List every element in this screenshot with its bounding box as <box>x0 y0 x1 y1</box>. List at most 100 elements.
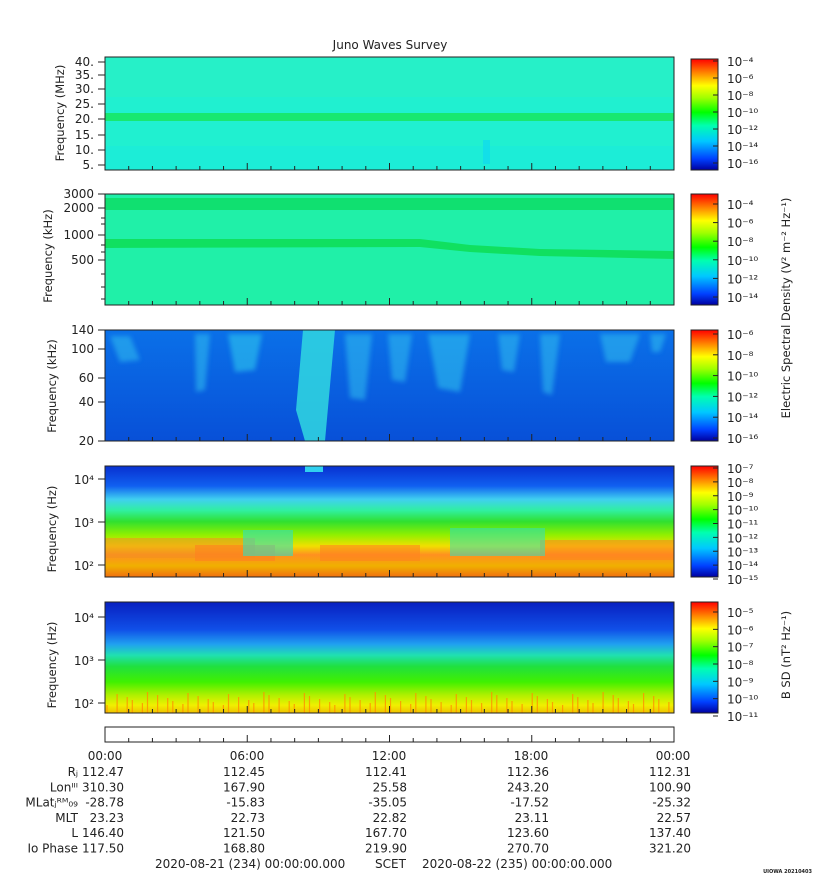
ephemeris-row-label: Lonᴵᴵᴵ <box>50 780 78 794</box>
panel-mhz: 40. 35. 30. 25. 20. 15. 10. 5. Frequency… <box>53 55 758 172</box>
ephemeris-value: 270.70 <box>507 842 549 856</box>
panel-khz-low-x-ticks <box>104 434 675 441</box>
panel-khz-high-tick-label: 2000 <box>63 201 94 215</box>
ephemeris-value: -15.83 <box>226 796 265 810</box>
panel-khz-high-colorbar-labels: 10⁻⁴ 10⁻⁶ 10⁻⁸ 10⁻¹⁰ 10⁻¹² 10⁻¹⁴ <box>713 198 758 305</box>
ephemeris-row-label: MLT <box>55 811 78 825</box>
colorbar-tick-label: 10⁻¹⁴ <box>727 140 758 154</box>
panel-khz-low-colorbar <box>690 329 719 442</box>
panel-khz-low-streaks <box>110 334 666 400</box>
colorbar-tick-label: 10⁻¹⁰ <box>727 504 758 518</box>
ephemeris-value: 243.20 <box>507 780 549 794</box>
panel-b-hz-tick-label: 10² <box>74 697 94 711</box>
colorbar-tick-label: 10⁻¹⁰ <box>727 254 758 268</box>
time-label: 00:00 <box>88 749 123 763</box>
ephemeris-value: 112.45 <box>223 765 265 779</box>
panel-khz-low-tick-label: 100 <box>71 342 94 356</box>
panel-khz-high-tick-label: 500 <box>71 253 94 267</box>
panel-b-hz-colorbar-labels: 10⁻⁵ 10⁻⁶ 10⁻⁷ 10⁻⁸ 10⁻⁹ 10⁻¹⁰ 10⁻¹¹ <box>713 606 758 724</box>
colorbar-tick-label: 10⁻¹⁰ <box>727 370 758 384</box>
panel-mhz-tick-label: 15. <box>75 128 94 142</box>
magnetic-colorbar-title: B SD (nT² Hz⁻¹) <box>779 611 793 699</box>
panel-mhz-ylabel: Frequency (MHz) <box>53 65 67 162</box>
ephemeris-value: 23.23 <box>90 811 124 825</box>
ephemeris-value: 22.82 <box>373 811 407 825</box>
panel-b-hz-colorbar <box>690 601 719 714</box>
panel-khz-low-tick-label: 20 <box>79 434 94 448</box>
panel-mhz-colorbar <box>690 58 719 171</box>
colorbar-tick-label: 10⁻⁶ <box>727 72 754 86</box>
panel-khz-high-drifting-band <box>105 239 674 259</box>
panel-khz-low-colorbar-labels: 10⁻⁶ 10⁻⁸ 10⁻¹⁰ 10⁻¹² 10⁻¹⁴ 10⁻¹⁶ <box>713 328 758 446</box>
ephemeris-row-label: MLatⱼᴿᴹ₀₉ <box>25 796 78 810</box>
ephemeris-value: 25.58 <box>373 780 407 794</box>
ephemeris-value: 167.90 <box>223 780 265 794</box>
ephemeris-row-label: Io Phase <box>27 842 78 856</box>
panel-mhz-burst <box>483 140 490 164</box>
panel-khz-high-tick-label: 1000 <box>63 228 94 242</box>
colorbar-tick-label: 10⁻¹⁵ <box>727 573 758 587</box>
ephemeris-value: 168.80 <box>223 842 265 856</box>
panel-mhz-colorbar-labels: 10⁻⁴ 10⁻⁶ 10⁻⁸ 10⁻¹⁰ 10⁻¹² 10⁻¹⁴ 10⁻¹⁶ <box>713 55 758 171</box>
ephemeris-value: 310.30 <box>82 780 124 794</box>
footer-scet-label: SCET <box>375 857 407 871</box>
panel-khz-high-ylabel: Frequency (kHz) <box>41 209 55 302</box>
time-axis-ticks <box>104 735 675 742</box>
colorbar-tick-label: 10⁻⁶ <box>727 328 754 342</box>
panel-khz-low-tick-label: 40 <box>79 395 94 409</box>
panel-khz-high-y-axis: 3000 2000 1000 500 <box>63 187 105 300</box>
colorbar-tick-label: 10⁻⁵ <box>727 606 754 620</box>
ephemeris-value: 100.90 <box>649 780 691 794</box>
panel-mhz-y-axis: 40. 35. 30. 25. 20. 15. 10. 5. <box>75 55 105 172</box>
panel-khz-low-ylabel: Frequency (kHz) <box>45 339 59 432</box>
panel-mhz-tick-label: 25. <box>75 97 94 111</box>
colorbar-tick-label: 10⁻⁸ <box>727 658 754 672</box>
panel-mhz-emission-band <box>105 113 674 121</box>
colorbar-tick-label: 10⁻⁸ <box>727 235 754 249</box>
colorbar-tick-label: 10⁻⁷ <box>727 641 754 655</box>
ephemeris-value: 219.90 <box>365 842 407 856</box>
ephemeris-value: 123.60 <box>507 826 549 840</box>
panel-khz-high-emission-band <box>105 198 674 210</box>
colorbar-tick-label: 10⁻¹⁶ <box>727 157 758 171</box>
colorbar-tick-label: 10⁻¹⁴ <box>727 411 758 425</box>
colorbar-tick-label: 10⁻¹⁶ <box>727 432 758 446</box>
panel-khz-low-y-axis: 140 100 60 40 20 <box>71 323 105 448</box>
panel-mhz-tick-label: 35. <box>75 68 94 82</box>
panel-e-hz-y-axis: 10⁴ 10³ 10² <box>74 473 105 573</box>
panel-mhz-tick-label: 30. <box>75 82 94 96</box>
colorbar-tick-label: 10⁻¹² <box>727 272 758 286</box>
panel-khz-high-colorbar <box>690 193 719 306</box>
colorbar-tick-label: 10⁻¹¹ <box>727 710 758 724</box>
panel-khz-high: 3000 2000 1000 500 Frequency (kHz) 10⁻⁴1… <box>41 187 758 306</box>
panel-khz-high-x-ticks <box>104 298 675 305</box>
panel-b-hz-x-ticks <box>104 706 675 713</box>
panel-e-hz-features <box>105 466 674 561</box>
panel-b-hz-spectrogram <box>105 602 674 713</box>
panel-mhz-tick-label: 20. <box>75 112 94 126</box>
ephemeris-value: 321.20 <box>649 842 691 856</box>
time-label: 06:00 <box>230 749 265 763</box>
colorbar-tick-label: 10⁻⁸ <box>727 349 754 363</box>
colorbar-tick-label: 10⁻¹⁴ <box>727 291 758 305</box>
colorbar-tick-label: 10⁻¹¹ <box>727 518 758 532</box>
colorbar-tick-label: 10⁻⁸ <box>727 89 754 103</box>
panel-b-hz-tick-label: 10³ <box>74 654 94 668</box>
colorbar-tick-label: 10⁻⁸ <box>727 476 754 490</box>
ephemeris-value: -35.05 <box>368 796 407 810</box>
panel-mhz-tick-label: 40. <box>75 55 94 69</box>
panel-b-hz-tick-label: 10⁴ <box>74 611 94 625</box>
panel-khz-low-tick-label: 140 <box>71 323 94 337</box>
colorbar-tick-label: 10⁻¹³ <box>727 545 758 559</box>
time-label: 12:00 <box>372 749 407 763</box>
panel-e-hz-ylabel: Frequency (Hz) <box>45 486 59 573</box>
ephemeris-value: 167.70 <box>365 826 407 840</box>
ephemeris-value: 121.50 <box>223 826 265 840</box>
colorbar-tick-label: 10⁻¹⁰ <box>727 693 758 707</box>
colorbar-tick-label: 10⁻⁹ <box>727 490 754 504</box>
panel-e-hz: 10⁴ 10³ 10² Frequency (Hz) 10⁻⁷10⁻⁸10⁻⁹1… <box>45 462 758 587</box>
panel-mhz-tick-label: 10. <box>75 143 94 157</box>
time-axis <box>104 726 675 743</box>
colorbar-tick-label: 10⁻¹⁰ <box>727 106 758 120</box>
